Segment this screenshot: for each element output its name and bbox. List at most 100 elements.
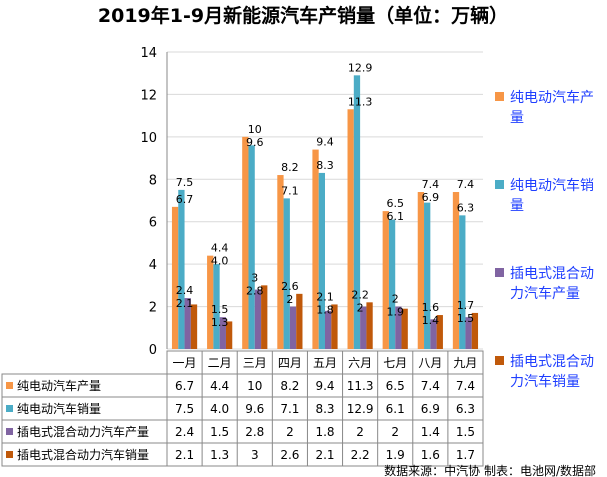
table-cell: 1.6	[421, 448, 440, 462]
legend-key	[6, 451, 13, 458]
y-tick-label: 6	[149, 216, 157, 231]
data-label: 6.5	[386, 197, 404, 210]
table-cell: 2	[391, 425, 399, 439]
bar	[401, 308, 408, 349]
table-cell: 2.1	[315, 448, 334, 462]
data-label: 8.3	[316, 159, 334, 172]
data-label: 8.2	[281, 161, 299, 174]
legend-swatch	[495, 356, 504, 365]
table-cell: 1.3	[210, 448, 229, 462]
table-cell: 12.9	[347, 402, 374, 416]
bar	[347, 109, 354, 350]
data-label: 1.4	[422, 314, 440, 327]
bar	[261, 285, 268, 349]
data-label: 1.3	[211, 316, 229, 329]
data-label: 2.1	[316, 290, 334, 303]
legend-swatch	[495, 180, 504, 189]
data-label: 2	[357, 301, 364, 314]
table-cell: 2	[286, 425, 294, 439]
bar	[436, 315, 443, 349]
data-label: 4.4	[211, 242, 229, 255]
table-cell: 6.7	[175, 379, 194, 393]
y-tick-label: 12	[140, 88, 157, 103]
table-cell: 9.6	[245, 402, 264, 416]
bar	[471, 312, 479, 349]
table-cell: 1.9	[386, 448, 405, 462]
data-label: 2.1	[176, 297, 194, 310]
table-cell: 11.3	[347, 379, 374, 393]
bar	[325, 310, 332, 349]
data-label: 2.2	[351, 288, 369, 301]
data-label: 2.4	[176, 284, 194, 297]
data-label: 6.9	[422, 191, 440, 204]
legend-key	[6, 428, 13, 435]
data-label: 9.4	[316, 136, 334, 149]
data-label: 11.3	[348, 95, 373, 108]
table-cell: 1.7	[456, 448, 475, 462]
table-cell: 6.5	[386, 379, 405, 393]
row-label: 插电式混合动力汽车产量	[17, 424, 149, 439]
table-cell: 1.8	[315, 425, 334, 439]
bar	[353, 75, 361, 349]
table-cell: 2.6	[280, 448, 299, 462]
row-label: 纯电动汽车销量	[17, 401, 101, 416]
bar	[213, 264, 220, 349]
bar	[296, 293, 303, 349]
bar	[331, 304, 338, 349]
legend-swatch	[495, 268, 504, 277]
row-label: 纯电动汽车产量	[17, 378, 101, 393]
table-cell: 2.4	[175, 425, 194, 439]
data-label: 2	[392, 293, 399, 306]
table-cell: 6.3	[456, 402, 475, 416]
data-label: 10	[248, 123, 262, 136]
bar	[254, 289, 262, 349]
x-tick-label: 九月	[453, 356, 477, 370]
bar	[184, 298, 191, 349]
data-label: 12.9	[348, 61, 373, 74]
bar	[248, 145, 255, 349]
table-cell: 7.5	[175, 402, 194, 416]
table-cell: 10	[247, 379, 262, 393]
table-cell: 1.4	[421, 425, 440, 439]
bar	[312, 149, 319, 349]
table-cell: 8.2	[280, 379, 299, 393]
y-tick-label: 10	[140, 131, 157, 146]
legend-swatch	[495, 92, 504, 101]
data-label: 7.4	[457, 178, 475, 191]
y-tick-label: 2	[149, 301, 157, 316]
y-tick-label: 14	[140, 46, 157, 61]
legend-label: 插电式混合动	[510, 354, 594, 370]
source-note: 数据来源：中汽协 制表：电池网/数据部	[384, 463, 596, 477]
bar	[395, 306, 402, 349]
bar	[452, 192, 460, 349]
table-cell: 6.1	[386, 402, 405, 416]
bar	[277, 175, 284, 349]
bar	[388, 219, 396, 349]
table-cell: 1.5	[456, 425, 475, 439]
data-label: 6.1	[386, 210, 404, 223]
table-cell: 7.1	[280, 402, 299, 416]
table-cell: 4.4	[210, 379, 229, 393]
data-label: 1.8	[316, 303, 334, 316]
x-tick-label: 八月	[418, 356, 442, 370]
row-label: 插电式混合动力汽车销量	[17, 447, 149, 462]
legend-label: 纯电动汽车销	[510, 177, 594, 194]
bar	[424, 202, 431, 349]
data-label: 6.3	[457, 201, 475, 214]
bar	[430, 319, 437, 349]
x-tick-label: 三月	[243, 356, 267, 370]
table-cell: 3	[251, 448, 259, 462]
y-tick-label: 4	[149, 258, 157, 273]
table-cell: 6.9	[421, 402, 440, 416]
y-tick-label: 0	[149, 343, 157, 358]
data-label: 1.6	[422, 301, 440, 314]
legend-label-cont: 量	[510, 110, 524, 126]
x-tick-label: 七月	[383, 356, 407, 370]
table-cell: 2	[356, 425, 364, 439]
legend-label: 纯电动汽车产	[510, 89, 594, 106]
bar	[225, 321, 233, 349]
data-label: 2.8	[246, 284, 264, 297]
bar	[207, 255, 214, 349]
bar	[417, 192, 425, 349]
